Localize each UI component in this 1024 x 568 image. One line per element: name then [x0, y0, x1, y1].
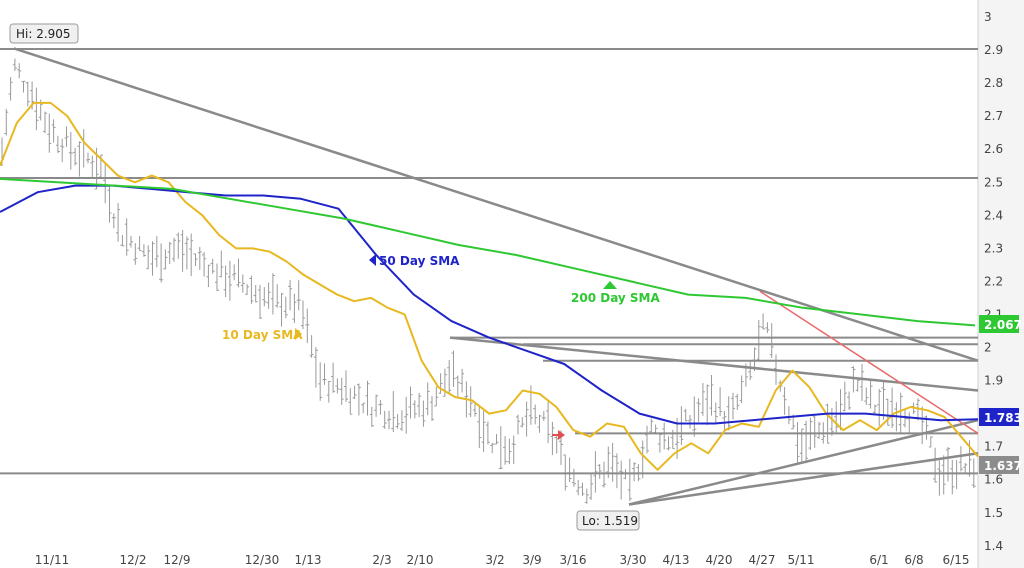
x-tick-label: 1/13 — [295, 553, 322, 567]
tag-50-day: 1.783 — [979, 408, 1022, 426]
hi-label-box — [9, 23, 79, 44]
y-tick-label: 2.6 — [984, 142, 1003, 156]
lo-label-box — [576, 510, 640, 531]
y-tick-label: 2.8 — [984, 76, 1003, 90]
right-arrow-icon — [295, 328, 302, 340]
y-tick-label: 2.5 — [984, 175, 1003, 189]
y-tick-label: 3 — [984, 10, 992, 24]
annotation-50-day: 50 Day SMA — [369, 254, 460, 268]
y-tick-label: 2 — [984, 341, 992, 355]
annotation-50-day-text: 50 Day SMA — [379, 254, 460, 268]
price-bars — [0, 58, 976, 504]
hi-label-text: Hi: 2.905 — [16, 27, 71, 41]
left-arrow-icon — [369, 254, 376, 266]
x-tick-label: 4/13 — [663, 553, 690, 567]
x-tick-label: 6/1 — [869, 553, 888, 567]
red-arrow-marker — [552, 430, 565, 440]
x-tick-label: 2/3 — [372, 553, 391, 567]
x-tick-label: 12/9 — [164, 553, 191, 567]
x-tick-label: 11/11 — [35, 553, 70, 567]
lo-label: Lo: 1.519 — [576, 510, 640, 531]
x-axis-ticks: 11/11 12/2 12/9 12/30 1/13 2/3 2/10 3/2 3/9 3/16 3… — [35, 553, 970, 567]
tag-last-price-box — [979, 456, 1019, 474]
trend-line — [628, 418, 979, 506]
annotation-200-day-text: 200 Day SMA — [571, 291, 661, 305]
x-tick-label: 6/15 — [943, 553, 970, 567]
series-lines — [0, 101, 979, 471]
tag-50-day-text: 1.783 — [984, 411, 1022, 425]
x-tick-label: 3/2 — [485, 553, 504, 567]
y-tick-label: 2.2 — [984, 274, 1003, 288]
y-tick-label: 1.9 — [984, 374, 1003, 388]
10-day-sma-line — [0, 101, 979, 471]
x-tick-label: 4/27 — [749, 553, 776, 567]
y-tick-label: 1.6 — [984, 473, 1003, 487]
lo-label-text: Lo: 1.519 — [582, 514, 638, 528]
trend-line — [759, 290, 979, 435]
x-tick-label: 3/16 — [560, 553, 587, 567]
trend-line — [449, 336, 979, 392]
y-tick-label: 1.7 — [984, 440, 1003, 454]
x-tick-label: 3/30 — [620, 553, 647, 567]
y-tick-label: 2.7 — [984, 109, 1003, 123]
200-day-sma-line — [0, 177, 976, 327]
trend-line — [13, 47, 979, 362]
x-tick-label: 4/20 — [706, 553, 733, 567]
x-tick-label: 2/10 — [407, 553, 434, 567]
x-tick-label: 6/8 — [904, 553, 923, 567]
x-tick-label: 12/2 — [120, 553, 147, 567]
red-arrow-icon — [558, 430, 565, 440]
tag-50-day-box — [979, 408, 1019, 426]
x-tick-label: 5/11 — [788, 553, 815, 567]
y-tick-label: 2.3 — [984, 241, 1003, 255]
tag-last-price-text: 1.637 — [984, 459, 1022, 473]
tag-200-day-box — [979, 315, 1019, 333]
x-tick-label: 12/30 — [245, 553, 280, 567]
annotation-10-day-text: 10 Day SMA — [222, 328, 303, 342]
tag-last-price: 1.637 — [979, 456, 1022, 474]
up-arrow-icon — [603, 281, 617, 289]
y-tick-label: 1.5 — [984, 506, 1003, 520]
trend-line — [628, 452, 979, 506]
y-tick-label: 2.4 — [984, 208, 1003, 222]
tag-200-day-text: 2.067 — [984, 318, 1022, 332]
trend-lines — [0, 47, 979, 506]
annotation-10-day: 10 Day SMA — [222, 328, 303, 342]
annotation-200-day: 200 Day SMA — [571, 281, 661, 305]
y-tick-label: 1.4 — [984, 539, 1003, 553]
y-tick-label: 2.9 — [984, 43, 1003, 57]
50-day-sma-line — [0, 184, 979, 425]
hi-label: Hi: 2.905 — [9, 23, 79, 44]
x-tick-label: 3/9 — [522, 553, 541, 567]
tag-200-day: 2.067 — [979, 315, 1022, 333]
